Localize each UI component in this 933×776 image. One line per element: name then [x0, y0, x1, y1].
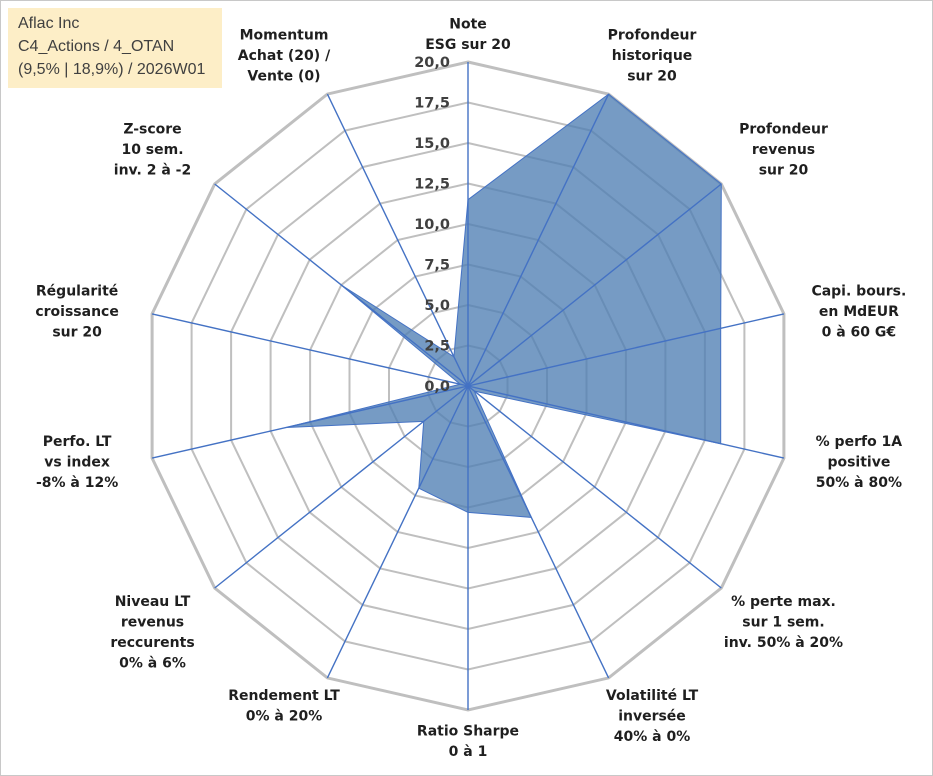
axis-label-line: ESG sur 20: [425, 37, 511, 53]
axis-label: Note ESG sur 20: [425, 17, 511, 54]
axis-spoke: [151, 313, 469, 387]
portfolio-category: C4_Actions / 4_OTAN: [18, 38, 175, 55]
axis-label-line: Niveau LT: [115, 594, 191, 610]
axis-label-line: 10 sem.: [121, 142, 183, 158]
axis-label: Momentum Achat (20) / Vente (0): [238, 28, 331, 85]
axis-label-line: Profondeur: [608, 28, 697, 44]
data-area: [286, 93, 722, 518]
tick-label: 15,0: [414, 136, 450, 152]
axis-label: Z-score 10 sem. inv. 2 à -2: [114, 121, 191, 178]
performance-period: (9,5% | 18,9%) / 2026W01: [18, 61, 206, 78]
axis-spoke: [467, 183, 722, 387]
axis-label-line: sur 20: [52, 325, 102, 341]
axis-label-line: en MdEUR: [819, 304, 899, 320]
axis-label: Perfo. LT vs index -8% à 12%: [36, 434, 118, 491]
axis-spoke: [326, 93, 469, 387]
axis-label-line: 0% à 6%: [119, 656, 186, 672]
axis-label-line: Momentum: [240, 28, 329, 44]
axis-label-line: historique: [612, 48, 693, 64]
axis-label-line: vs index: [44, 455, 110, 471]
company-name: Aflac Inc: [18, 15, 80, 32]
axis-spoke: [467, 385, 785, 459]
axis-label-line: Ratio Sharpe: [417, 724, 519, 740]
axis-label-line: 40% à 0%: [614, 729, 690, 745]
label-layer: Note ESG sur 20 Profondeur historique sur 20…: [35, 17, 906, 761]
axis-label-line: inv. 50% à 20%: [724, 635, 843, 651]
axis-label-line: Rendement LT: [228, 688, 340, 704]
axis-label-line: Capi. bours.: [811, 284, 906, 300]
axis-spoke: [326, 385, 469, 679]
axis-label-line: sur 20: [627, 69, 677, 85]
axis-label: Profondeur historique sur 20: [608, 28, 697, 85]
axis-label-line: 0% à 20%: [246, 709, 322, 725]
axis-label-line: Vente (0): [247, 69, 320, 85]
tick-layer: 0,0 2,5 5,0 7,5 10,0 12,5 15,0 17,5 20,0: [414, 55, 450, 395]
axis-spoke: [467, 385, 722, 589]
axis-label: Profondeur revenus sur 20: [739, 121, 828, 178]
data-layer: [286, 93, 722, 518]
tick-label: 12,5: [414, 177, 450, 193]
tick-label: 5,0: [424, 298, 450, 314]
axis-label-line: sur 1 sem.: [742, 615, 824, 631]
axis-spoke: [467, 385, 610, 679]
axis-label-line: Achat (20) /: [238, 48, 331, 64]
axis-label-line: revenus: [752, 142, 815, 158]
axis-label-line: 50% à 80%: [816, 475, 902, 491]
axis-label: Capi. bours. en MdEUR 0 à 60 G€: [811, 284, 906, 341]
tick-label: 7,5: [424, 258, 450, 274]
axis-label: Régularité croissance sur 20: [35, 284, 119, 341]
axis-label-line: Perfo. LT: [43, 434, 112, 450]
axis-label: Niveau LT revenus reccurents 0% à 6%: [110, 594, 194, 672]
axis-label: Rendement LT 0% à 20%: [228, 688, 340, 725]
axis-spoke: [214, 183, 469, 387]
axis-label-line: Profondeur: [739, 121, 828, 137]
axis-label: Volatilité LT inversée 40% à 0%: [606, 688, 699, 745]
axis-label-line: 0 à 1: [449, 744, 488, 760]
spoke-layer: [151, 62, 785, 710]
axis-label-line: Volatilité LT: [606, 688, 699, 704]
axis-label: % perfo 1A positive 50% à 80%: [816, 434, 903, 491]
axis-label-line: sur 20: [759, 162, 809, 178]
axis-label-line: inv. 2 à -2: [114, 162, 191, 178]
axis-spoke: [151, 385, 469, 459]
axis-label: % perte max. sur 1 sem. inv. 50% à 20%: [724, 594, 843, 651]
axis-label-line: revenus: [121, 615, 184, 631]
axis-label: Ratio Sharpe 0 à 1: [417, 724, 519, 761]
axis-spoke: [467, 93, 610, 387]
axis-label-line: Note: [449, 17, 487, 33]
tick-label: 2,5: [424, 339, 450, 355]
axis-spoke: [214, 385, 469, 589]
axis-label-line: croissance: [35, 304, 119, 320]
axis-label-line: Z-score: [123, 121, 181, 137]
axis-label-line: Régularité: [36, 284, 118, 300]
axis-label-line: reccurents: [110, 635, 194, 651]
axis-label-line: -8% à 12%: [36, 475, 118, 491]
axis-label-line: % perte max.: [731, 594, 836, 610]
tick-label: 20,0: [414, 55, 450, 71]
axis-spoke: [467, 313, 785, 387]
tick-label: 17,5: [414, 96, 450, 112]
axis-label-line: inversée: [618, 709, 686, 725]
axis-label-line: % perfo 1A: [816, 434, 903, 450]
axis-label-line: positive: [827, 455, 890, 471]
tick-label: 10,0: [414, 217, 450, 233]
axis-label-line: 0 à 60 G€: [822, 325, 897, 341]
chart-title-box: Aflac Inc C4_Actions / 4_OTAN (9,5% | 18…: [8, 8, 222, 88]
tick-label: 0,0: [424, 379, 450, 395]
